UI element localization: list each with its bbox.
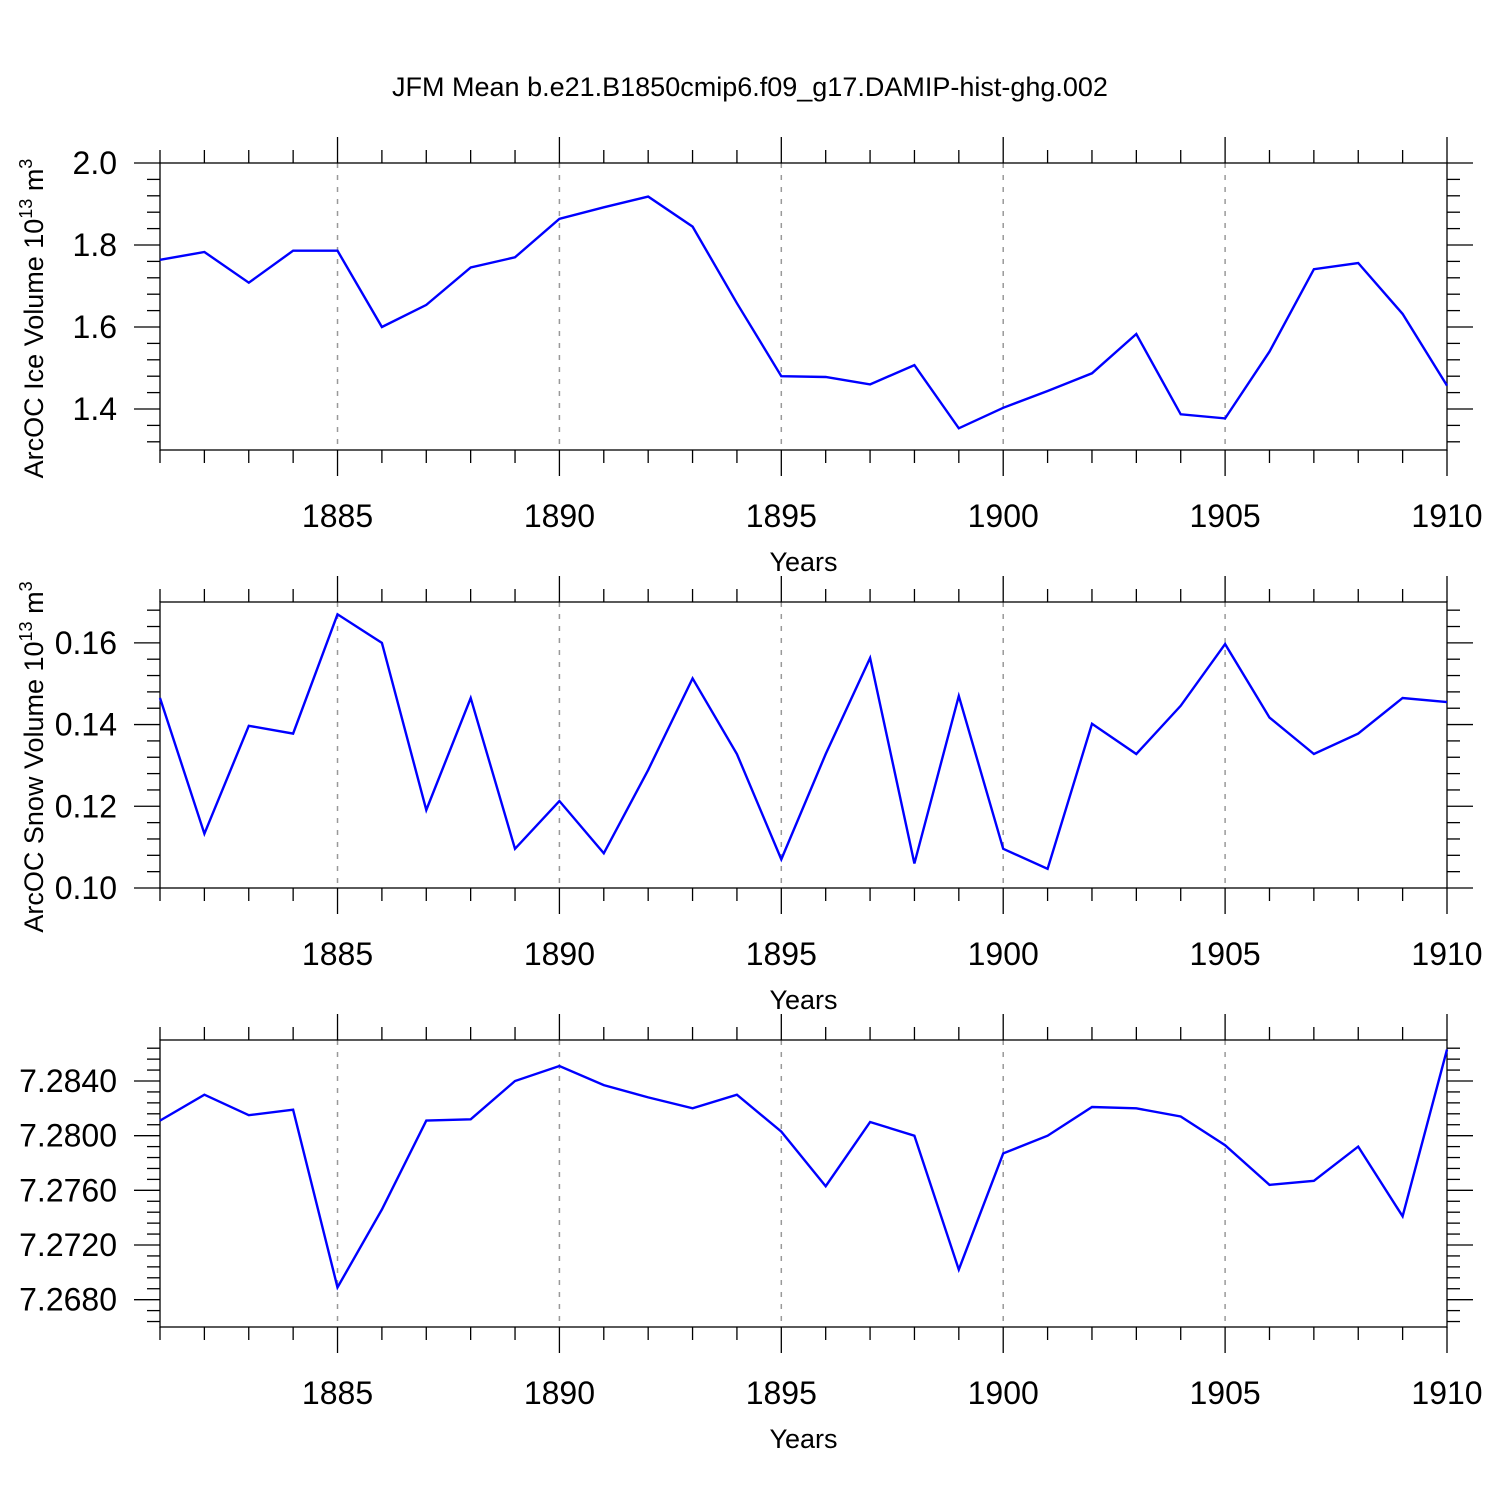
y-tick-label: 7.2800 — [19, 1118, 117, 1154]
x-tick-label: 1900 — [968, 936, 1039, 972]
series-line — [159, 1049, 1449, 1291]
y-tick-label: 1.6 — [73, 309, 117, 345]
chart-title: JFM Mean b.e21.B1850cmip6.f09_g17.DAMIP-… — [392, 72, 1108, 102]
series-line — [158, 612, 1448, 871]
y-tick-label: 1.8 — [73, 227, 117, 263]
x-tick-label: 1900 — [968, 498, 1039, 534]
x-axis-label: Years — [769, 985, 837, 1015]
y-tick-label: 7.2760 — [19, 1172, 117, 1208]
x-tick-label: 1910 — [1411, 936, 1482, 972]
y-axis-label-ylabel-unit-exp: 3 — [16, 581, 36, 591]
panel-3: 1885 1890 1895 1900 1905 1910 7.2680 7.2720 7.27… — [19, 1014, 1483, 1454]
x-axis-label: Years — [769, 547, 837, 577]
y-tick-label: 0.12 — [55, 788, 117, 824]
x-tick-label: 1890 — [524, 498, 595, 534]
panel-2: 1885 1890 1895 1900 1905 1910 0.10 0.12 0.14 0.16… — [16, 576, 1483, 1015]
x-tick-label: 1885 — [302, 936, 373, 972]
x-tick-label: 1905 — [1190, 936, 1261, 972]
x-tick-label: 1895 — [746, 936, 817, 972]
panel-1: 1885 1890 1895 1900 1905 1910 1.4 1.6 1.8 2.0 Year… — [16, 137, 1483, 577]
x-tick-label: 1890 — [524, 1375, 595, 1411]
y-tick-label: 0.10 — [55, 870, 117, 906]
x-tick-label: 1910 — [1411, 1375, 1482, 1411]
x-tick-label: 1895 — [746, 1375, 817, 1411]
y-axis-label: ArcOC Snow Volume 1013 m3 — [16, 581, 49, 932]
x-tick-label: 1885 — [302, 498, 373, 534]
y-tick-label: 2.0 — [73, 145, 117, 181]
y-axis-label-ylabel-exp: 13 — [16, 199, 36, 219]
y-tick-label: 1.4 — [73, 391, 117, 427]
y-axis-label-ylabel-main: ArcOC Ice Volume 10 — [19, 219, 49, 479]
x-tick-label: 1905 — [1190, 498, 1261, 534]
y-tick-label: 7.2840 — [19, 1063, 117, 1099]
plot-frame — [159, 1039, 1448, 1328]
y-axis-label: ArcOC Ice Volume 1013 m3 — [16, 159, 49, 479]
x-axis-label: Years — [769, 1424, 837, 1454]
y-axis-label-ylabel-unit: m — [19, 169, 49, 199]
x-tick-label: 1900 — [968, 1375, 1039, 1411]
y-tick-label: 0.16 — [55, 625, 117, 661]
y-tick-label: 7.2680 — [19, 1282, 117, 1318]
y-axis-label-ylabel-main: ArcOC Snow Volume 10 — [19, 641, 49, 932]
x-tick-label: 1910 — [1411, 498, 1482, 534]
x-tick-label: 1890 — [524, 936, 595, 972]
plot-frame — [159, 162, 1448, 451]
x-tick-label: 1895 — [746, 498, 817, 534]
y-axis-label-ylabel-exp: 13 — [16, 621, 36, 641]
y-tick-label: 0.14 — [55, 707, 117, 743]
series-line — [159, 195, 1449, 430]
y-axis-label-ylabel-unit-exp: 3 — [16, 159, 36, 169]
x-tick-label: 1885 — [302, 1375, 373, 1411]
plot-frame — [159, 601, 1448, 889]
y-tick-label: 7.2720 — [19, 1227, 117, 1263]
y-axis-label-ylabel-unit: m — [19, 591, 49, 621]
x-tick-label: 1905 — [1190, 1375, 1261, 1411]
